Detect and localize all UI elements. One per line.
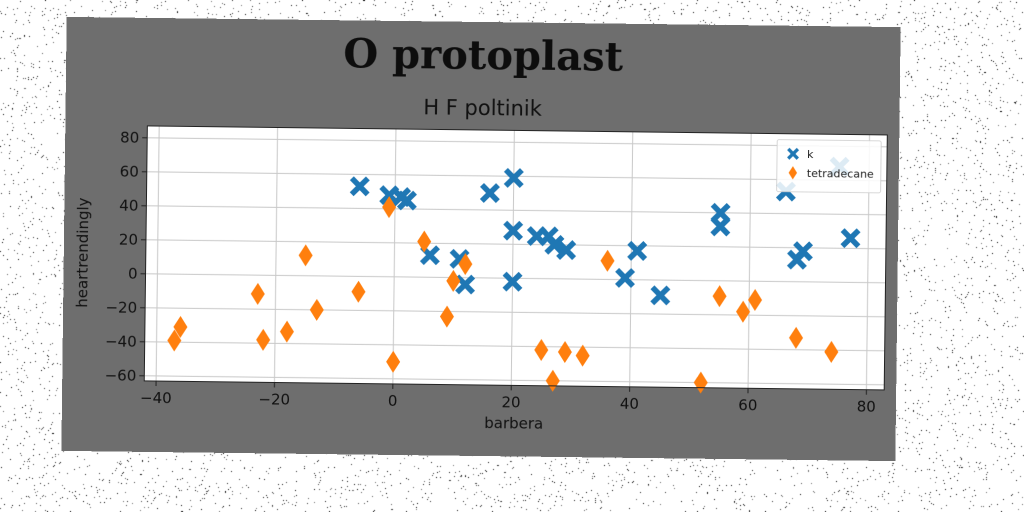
legend-box [776,139,882,194]
x-tick-label: 40 [620,395,639,413]
data-point [173,315,188,338]
data-point [824,340,839,363]
y-tick-label: −40 [105,332,137,350]
x-grid-line [273,127,279,383]
y-axis-ticks: −60 −40 −20 0 20 40 60 80 [105,128,148,385]
data-points [167,156,861,394]
y-grid-line [146,205,887,216]
data-point [748,288,763,311]
x-tick-label: 20 [501,393,520,411]
data-point [386,350,401,373]
x-grid-line [392,128,397,384]
x-tick-label: 60 [738,396,757,414]
data-point [615,267,636,288]
y-tick-label: −20 [105,298,137,316]
data-point [349,176,370,197]
data-point [250,282,265,305]
data-point [455,274,476,295]
x-tick-label: −20 [258,390,290,408]
data-point [256,328,271,351]
legend-marker [787,147,800,160]
y-tick-label: 20 [119,230,138,248]
data-point [167,329,182,352]
data-point [502,271,523,292]
y-grid-line [147,137,888,148]
data-point [503,167,524,189]
x-grid-line [155,126,160,382]
data-point [417,230,432,253]
x-grid-line [510,130,515,386]
y-grid-line [145,307,886,318]
data-point [712,285,727,308]
data-point [575,344,590,367]
data-point [556,240,577,261]
data-point [736,300,751,323]
y-grid-line [144,375,885,386]
data-point [382,196,397,219]
x-axis-label: barbera [484,414,543,433]
legend-label: tetradecane [807,167,874,181]
y-tick-label: 60 [120,162,139,180]
data-point [557,341,572,364]
data-point [534,339,549,362]
y-tick-label: −60 [105,366,137,384]
x-tick-label: 80 [857,398,876,416]
data-point [479,182,500,204]
data-point [792,241,814,262]
data-point [600,249,615,272]
x-grid-line [747,133,752,389]
data-point [789,326,804,349]
y-grid-line [145,239,886,250]
data-point [840,228,861,249]
plot-area [144,125,888,390]
data-point [279,320,294,343]
data-point [439,305,454,328]
data-point [544,234,565,255]
data-point [458,253,473,276]
data-point [298,244,313,267]
legend-label: k [807,148,814,161]
plot-frame [143,125,888,391]
x-tick-label: 0 [388,392,398,410]
legend: k tetradecane [776,139,882,194]
data-point [309,298,324,321]
legend-marker [788,166,798,180]
y-grid-line [144,341,885,352]
x-axis-ticks: −40 −20 0 20 40 60 80 [140,381,876,416]
data-point [650,285,671,306]
data-point [446,269,461,292]
data-point [710,216,731,237]
data-point [627,240,648,261]
data-point [503,220,524,241]
x-tick-label: −40 [140,389,172,407]
y-axis-label: heartrendingly [73,197,92,308]
y-tick-label: 80 [120,128,139,146]
data-point [396,190,417,211]
y-tick-label: 0 [128,265,138,283]
y-tick-label: 40 [119,196,138,214]
data-point [351,280,366,303]
chart-figure: O protoplast H F poltinik −40 −20 0 20 40 60 8… [61,16,901,462]
